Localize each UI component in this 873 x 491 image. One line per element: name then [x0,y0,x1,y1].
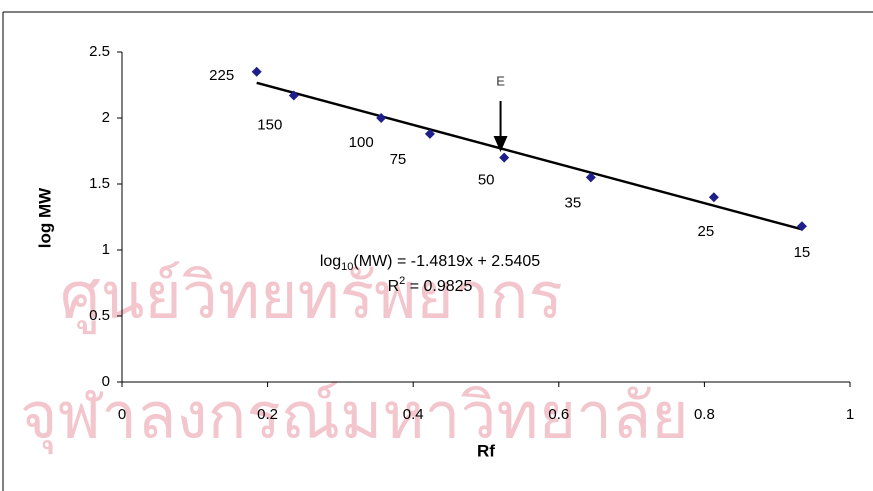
watermark: ศูนย์วิทยทรัพยากร [60,260,563,335]
equation-part: (MW) = -1.4819x + 2.5405 [353,253,540,270]
y-tick-label: 1.5 [89,175,110,192]
point-label: 50 [478,172,495,189]
x-tick-label: 0.2 [257,406,278,423]
y-axis-title: log MW [35,187,54,248]
point-label: 75 [390,151,407,168]
point-label: 25 [698,223,715,240]
point [797,221,807,231]
point-label: 15 [794,244,811,261]
y-tick-label: 2 [102,109,110,126]
x-axis-title: Rf [477,441,495,460]
x-tick-label: 1 [846,406,854,423]
point-label: 225 [209,67,234,84]
equation-part: 10 [341,261,353,273]
annotation-label: E [496,73,505,88]
point-label: 100 [349,134,374,151]
y-tick-label: 0.5 [89,307,110,324]
y-tick-label: 0 [102,373,110,390]
r-squared-part: R [388,278,400,295]
x-tick-label: 0.6 [548,406,569,423]
point [709,192,719,202]
equation: log10(MW) = -1.4819x + 2.5405 [320,253,540,273]
point [499,153,509,163]
chart: ศูนย์วิทยทรัพยากร จุฬาลงกรณ์มหาวิทยาลัย … [0,0,873,491]
x-tick-label: 0.4 [403,406,424,423]
point-label: 150 [257,117,282,134]
point [252,67,262,77]
trendline [257,83,802,230]
point-label: 35 [564,194,581,211]
r-squared-part: = 0.9825 [405,278,472,295]
x-tick-label: 0.8 [694,406,715,423]
equation-part: log [320,253,341,270]
y-tick-label: 2.5 [89,43,110,60]
y-tick-label: 1 [102,241,110,258]
x-tick-label: 0 [118,406,126,423]
